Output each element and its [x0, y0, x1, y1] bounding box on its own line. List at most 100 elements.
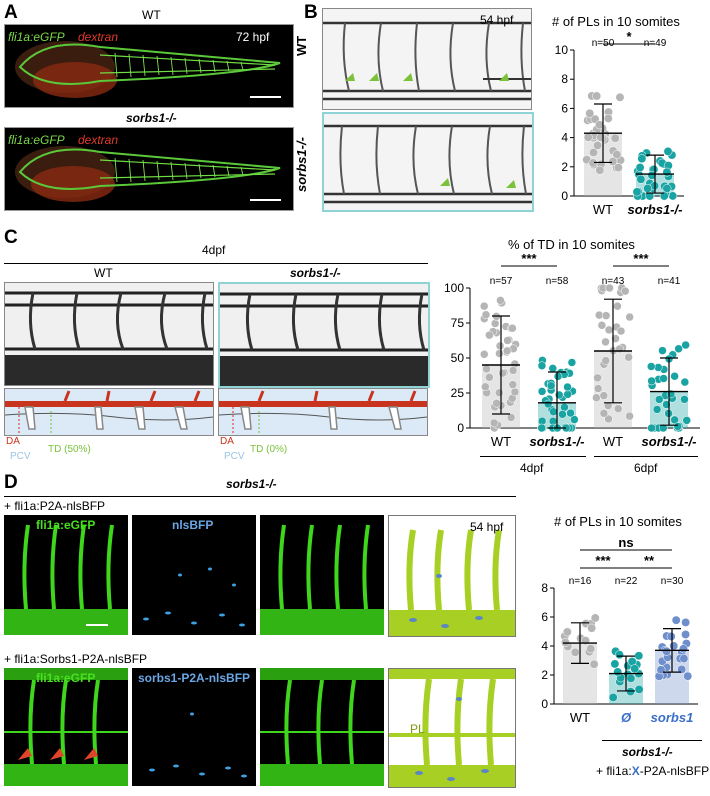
- data-point: [590, 613, 600, 623]
- data-point: [634, 651, 644, 661]
- panel-letter-d: D: [4, 472, 18, 493]
- data-point: [612, 150, 622, 160]
- data-point: [585, 108, 595, 118]
- panel-d-row2-construct: + fli1a:Sorbs1-P2A-nlsBFP: [4, 652, 148, 666]
- panel-c-col-wt: WT: [94, 266, 113, 280]
- y-tick-label: 4: [541, 639, 548, 653]
- data-point: [503, 336, 512, 345]
- panel-d-xgroup-rule: [602, 740, 702, 741]
- panel-b-stage: 54 hpf: [480, 13, 514, 27]
- data-point: [603, 401, 613, 410]
- panel-c-wt-td: TD (50%): [48, 444, 91, 455]
- x-tick-label: sorbs1: [651, 710, 694, 725]
- data-point: [549, 407, 558, 416]
- data-point: [567, 358, 577, 367]
- n-label: n=49: [644, 38, 667, 49]
- data-point: [620, 286, 630, 296]
- data-point: [553, 372, 563, 381]
- data-point: [630, 664, 640, 674]
- panel-a-wt-title: WT: [142, 8, 161, 22]
- panel-d-construct-suffix: -P2A-nlsBFP: [639, 764, 710, 778]
- panel-d-r1-bfp: [132, 515, 256, 635]
- data-point: [485, 330, 494, 340]
- data-point: [599, 409, 609, 418]
- panel-d-row1-construct: + fli1a:P2A-nlsBFP: [4, 499, 106, 513]
- data-point: [563, 382, 572, 392]
- data-point: [671, 615, 681, 625]
- panel-c-chart-title: % of TD in 10 somites: [508, 237, 635, 252]
- data-point: [480, 350, 489, 359]
- data-point: [613, 404, 623, 413]
- data-point: [626, 687, 635, 697]
- panel-c-wt-image: [4, 282, 214, 386]
- data-point: [613, 163, 623, 173]
- data-point: [508, 380, 518, 389]
- data-point: [583, 132, 593, 142]
- y-tick-label: 100: [444, 281, 464, 295]
- data-point: [560, 402, 569, 412]
- panel-a-wt-legend-green: fli1a:eGFP: [8, 30, 65, 44]
- data-point: [682, 416, 691, 425]
- panel-b-mut-image: [322, 112, 534, 212]
- data-point: [595, 120, 604, 130]
- data-point: [634, 684, 644, 694]
- data-point: [548, 364, 558, 373]
- data-point: [662, 646, 671, 656]
- data-point: [601, 337, 610, 347]
- data-point: [595, 165, 605, 175]
- data-point: [614, 650, 624, 660]
- y-tick-label: 25: [451, 386, 465, 400]
- panel-d-r2-schema: [388, 668, 516, 788]
- data-point: [490, 319, 500, 328]
- data-point: [616, 326, 626, 336]
- panel-d-xgroup: sorbs1-/-: [622, 745, 673, 759]
- y-tick-label: 0: [541, 697, 548, 711]
- panel-b-row-wt: WT: [294, 35, 309, 56]
- data-point: [659, 374, 668, 383]
- data-point: [589, 148, 598, 157]
- data-point: [495, 349, 504, 358]
- data-point: [662, 167, 672, 177]
- panel-a-wt-image: [4, 24, 294, 108]
- y-tick-label: 6: [541, 610, 548, 624]
- data-point: [673, 422, 683, 431]
- panel-d-chart-title: # of PLs in 10 somites: [554, 514, 682, 529]
- data-point: [592, 91, 602, 101]
- panel-d-r1-gfp-label: fli1a:eGFP: [36, 518, 96, 532]
- data-point: [543, 399, 553, 409]
- data-point: [625, 312, 634, 322]
- data-point: [604, 325, 614, 335]
- panel-a-mut-title: sorbs1-/-: [126, 111, 177, 125]
- data-point: [626, 673, 636, 683]
- panel-c-mut-image: [218, 282, 430, 388]
- significance-label: ns: [618, 535, 633, 550]
- data-point: [563, 390, 572, 399]
- data-point: [496, 296, 505, 305]
- data-point: [615, 344, 624, 354]
- panel-c-stage: 4dpf: [202, 243, 226, 257]
- data-point: [613, 667, 623, 677]
- data-point: [508, 323, 517, 333]
- n-label: n=16: [569, 576, 592, 587]
- panel-d-r1-merge: [260, 515, 384, 635]
- data-point: [489, 418, 499, 428]
- y-tick-label: 8: [561, 72, 568, 86]
- panel-c-stage-rule: [4, 263, 428, 264]
- data-point: [495, 388, 504, 397]
- x-tick-label: WT: [593, 202, 613, 217]
- data-point: [647, 376, 656, 386]
- n-label: n=41: [658, 276, 681, 287]
- panel-d-r1-schema: [388, 515, 516, 637]
- panel-d-construct-prefix: + fli1a:: [596, 764, 632, 778]
- panel-c-wt-schema: [4, 388, 214, 436]
- data-point: [679, 654, 689, 664]
- data-point: [587, 623, 597, 633]
- data-point: [681, 630, 691, 639]
- data-point: [643, 183, 653, 193]
- data-point: [601, 356, 611, 365]
- data-point: [597, 321, 607, 330]
- data-point: [654, 363, 663, 372]
- data-point: [608, 692, 618, 702]
- panel-d-genotype-rule: [4, 496, 516, 497]
